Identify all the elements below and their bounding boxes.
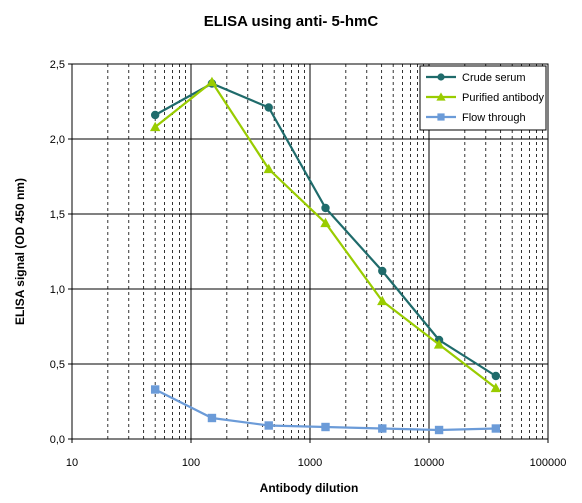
x-tick-label: 1000 xyxy=(298,457,322,469)
x-tick-label: 100 xyxy=(182,457,200,469)
data-point xyxy=(321,203,330,213)
data-point xyxy=(434,425,444,435)
y-tick-label: 0,5 xyxy=(50,359,65,371)
y-axis-label: ELISA signal (OD 450 nm) xyxy=(13,178,27,325)
x-axis-label: Antibody dilution xyxy=(260,481,359,495)
data-point xyxy=(320,217,331,228)
legend: Crude serum Purified antibody Flow through xyxy=(419,65,547,131)
x-tick-label: 10 xyxy=(66,457,78,469)
y-tick-label: 1,0 xyxy=(50,284,65,296)
legend-item: Flow through xyxy=(426,112,526,124)
data-point xyxy=(378,424,387,433)
data-point xyxy=(437,113,445,121)
legend-item: Crude serum xyxy=(426,72,526,84)
legend-label: Flow through xyxy=(462,112,526,124)
x-axis-ticks: 10 100 1000 10000 100000 xyxy=(66,439,566,469)
series-group xyxy=(149,76,502,435)
y-tick-label: 2,0 xyxy=(50,134,65,146)
legend-label: Crude serum xyxy=(462,72,526,84)
data-point xyxy=(150,385,160,394)
y-tick-label: 0,0 xyxy=(50,434,65,446)
data-point xyxy=(436,92,446,101)
y-tick-label: 1,5 xyxy=(50,209,65,221)
data-point xyxy=(207,413,217,423)
data-point xyxy=(264,421,273,430)
data-point xyxy=(150,110,160,120)
chart-title: ELISA using anti- 5-hmC xyxy=(204,13,379,30)
legend-item: Purified antibody xyxy=(426,92,544,104)
data-point xyxy=(491,424,501,433)
data-point xyxy=(206,76,218,87)
data-point xyxy=(149,121,161,132)
data-point xyxy=(378,266,387,276)
series-purified-antibody xyxy=(149,76,502,393)
data-point xyxy=(321,422,330,432)
y-axis-ticks: 0,0 0,5 1,0 1,5 2,0 2,5 xyxy=(50,59,72,446)
data-point xyxy=(491,371,501,381)
y-tick-label: 2,5 xyxy=(50,59,65,71)
data-point xyxy=(264,103,273,112)
legend-label: Purified antibody xyxy=(462,92,544,104)
x-tick-label: 10000 xyxy=(414,457,445,469)
data-point xyxy=(433,339,445,349)
data-point xyxy=(263,163,274,174)
data-point xyxy=(377,295,388,306)
x-tick-label: 100000 xyxy=(530,457,567,469)
data-point xyxy=(437,73,445,81)
data-point xyxy=(490,382,502,393)
series-flow-through xyxy=(150,385,501,435)
